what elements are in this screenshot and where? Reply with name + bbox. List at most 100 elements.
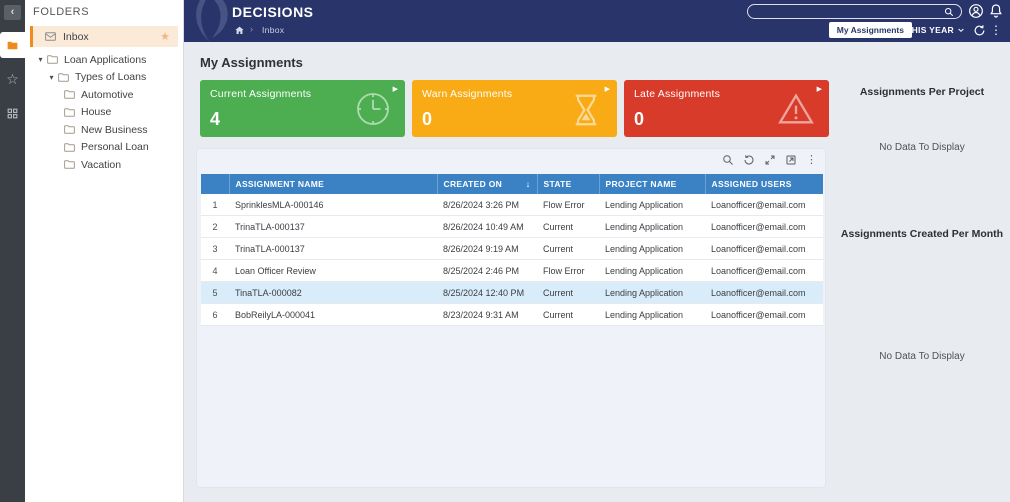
folder-icon xyxy=(64,142,75,152)
grid-search-icon[interactable] xyxy=(722,154,734,166)
cell-project-name: Lending Application xyxy=(599,281,705,304)
cell-assigned-users: Loanofficer@email.com xyxy=(705,237,823,260)
cell-created-on: 8/23/2024 9:31 AM xyxy=(437,303,537,326)
folder-item-label: Types of Loans xyxy=(75,71,147,84)
cell-assigned-users: Loanofficer@email.com xyxy=(705,259,823,282)
folder-item-label: House xyxy=(81,106,112,119)
cell-assigned-users: Loanofficer@email.com xyxy=(705,215,823,238)
breadcrumb: › Inbox My Assignments THIS YEAR ⋮ xyxy=(184,22,1010,40)
folder-icon xyxy=(58,72,69,82)
grid-kebab-menu-icon[interactable]: ⋮ xyxy=(806,154,817,166)
cell-created-on: 8/26/2024 3:26 PM xyxy=(437,194,537,216)
folder-icon xyxy=(64,160,75,170)
rail-favorites-tab[interactable]: ☆ xyxy=(0,66,25,92)
search-icon[interactable] xyxy=(944,7,954,17)
card-title: Warn Assignments xyxy=(422,88,513,100)
favorite-star-icon[interactable]: ★ xyxy=(160,31,170,43)
sort-desc-icon[interactable]: ↓ xyxy=(525,179,531,189)
open-arrow-icon[interactable]: ▶ xyxy=(392,86,398,93)
cell-assignment-name: TinaTLA-000082 xyxy=(229,281,437,304)
open-arrow-icon[interactable]: ▶ xyxy=(816,86,822,93)
folder-icon xyxy=(64,125,75,135)
assignments-table: ASSIGNMENT NAME CREATED ON ↓ STATE PROJE… xyxy=(201,174,823,326)
grid-expand-icon[interactable] xyxy=(764,154,776,166)
card-value: 0 xyxy=(422,109,433,129)
folders-panel-title: FOLDERS xyxy=(33,6,90,18)
folder-icon xyxy=(64,90,75,100)
cell-project-name: Lending Application xyxy=(599,237,705,260)
collapse-sidebar-button[interactable]: ‹ xyxy=(4,5,21,20)
user-account-icon[interactable] xyxy=(968,3,984,19)
folder-item-types-of-loans[interactable]: ▾ Types of Loans xyxy=(25,69,183,87)
column-header-state[interactable]: STATE xyxy=(537,174,600,194)
expander-icon[interactable]: ▾ xyxy=(38,55,43,65)
refresh-icon[interactable] xyxy=(973,24,986,37)
table-header-row: ASSIGNMENT NAME CREATED ON ↓ STATE PROJE… xyxy=(201,174,823,194)
global-search xyxy=(747,4,962,19)
folder-item-label: Loan Applications xyxy=(64,53,147,66)
row-number: 5 xyxy=(201,281,229,304)
view-selector-button[interactable]: My Assignments xyxy=(828,22,912,38)
column-header-assigned-users[interactable]: ASSIGNED USERS xyxy=(705,174,823,194)
left-icon-rail: ‹ ☆ xyxy=(0,0,25,502)
cell-project-name: Lending Application xyxy=(599,259,705,282)
summary-cards: Current Assignments ▶ 4 Warn Assignments… xyxy=(200,80,829,137)
warn-assignments-card[interactable]: Warn Assignments ▶ 0 xyxy=(412,80,617,137)
folder-item-automotive[interactable]: Automotive xyxy=(25,86,183,104)
card-title: Current Assignments xyxy=(210,88,312,100)
folder-item-house[interactable]: House xyxy=(25,104,183,122)
cell-state: Flow Error xyxy=(537,194,599,216)
table-row[interactable]: 2 TrinaTLA-000137 8/26/2024 10:49 AM Cur… xyxy=(201,215,823,238)
grid-popout-icon[interactable] xyxy=(785,154,797,166)
search-input[interactable] xyxy=(748,6,944,17)
folder-item-loan-applications[interactable]: ▾ Loan Applications xyxy=(25,51,183,69)
column-header-created-on[interactable]: CREATED ON ↓ xyxy=(437,174,538,194)
card-value: 0 xyxy=(634,109,645,129)
cell-state: Current xyxy=(537,215,599,238)
folder-item-new-business[interactable]: New Business xyxy=(25,121,183,139)
table-row[interactable]: 5 TinaTLA-000082 8/25/2024 12:40 PM Curr… xyxy=(201,281,823,304)
table-row[interactable]: 3 TrinaTLA-000137 8/26/2024 9:19 AM Curr… xyxy=(201,237,823,260)
column-header-assignment-name[interactable]: ASSIGNMENT NAME xyxy=(229,174,438,194)
warning-triangle-icon xyxy=(778,93,814,124)
folder-item-vacation[interactable]: Vacation xyxy=(25,156,183,174)
grid-icon xyxy=(7,108,18,118)
folder-item-label: Personal Loan xyxy=(81,141,149,154)
table-row[interactable]: 1 SprinklesMLA-000146 8/26/2024 3:26 PM … xyxy=(201,194,823,216)
cell-assignment-name: SprinklesMLA-000146 xyxy=(229,194,437,216)
folder-item-personal-loan[interactable]: Personal Loan xyxy=(25,139,183,157)
column-header-project-name[interactable]: PROJECT NAME xyxy=(599,174,706,194)
breadcrumb-separator: › xyxy=(250,24,253,34)
folder-item-label: Automotive xyxy=(81,88,134,101)
table-row[interactable]: 4 Loan Officer Review 8/25/2024 2:46 PM … xyxy=(201,259,823,282)
folder-item-inbox[interactable]: Inbox ★ xyxy=(30,26,178,47)
table-row[interactable]: 6 BobReilyLA-000041 8/23/2024 9:31 AM Cu… xyxy=(201,303,823,326)
chevron-down-icon xyxy=(958,28,964,33)
cell-assignment-name: TrinaTLA-000137 xyxy=(229,215,437,238)
open-arrow-icon[interactable]: ▶ xyxy=(604,86,610,93)
period-selector-button[interactable]: THIS YEAR xyxy=(906,25,965,35)
kebab-menu-icon[interactable]: ⋮ xyxy=(990,23,1002,37)
page-title: My Assignments xyxy=(200,55,303,70)
app-title: DECISIONS xyxy=(232,4,314,20)
grid-refresh-icon[interactable] xyxy=(743,154,755,166)
row-number: 6 xyxy=(201,303,229,326)
cell-state: Current xyxy=(537,237,599,260)
star-icon: ☆ xyxy=(6,70,19,87)
late-assignments-card[interactable]: Late Assignments ▶ 0 xyxy=(624,80,829,137)
current-assignments-card[interactable]: Current Assignments ▶ 4 xyxy=(200,80,405,137)
home-icon[interactable] xyxy=(234,25,245,36)
cell-assignment-name: TrinaTLA-000137 xyxy=(229,237,437,260)
folders-panel: FOLDERS Inbox ★ ▾ Loan Applications ▾ Ty… xyxy=(25,0,184,502)
cell-project-name: Lending Application xyxy=(599,215,705,238)
column-header-rownum xyxy=(201,174,230,194)
expander-icon[interactable]: ▾ xyxy=(49,72,54,82)
rail-folders-tab[interactable] xyxy=(0,32,25,58)
side-charts-panel: Assignments Per Project No Data To Displ… xyxy=(834,42,1010,502)
clock-icon xyxy=(357,93,389,125)
folder-icon xyxy=(64,107,75,117)
mail-icon xyxy=(45,32,56,41)
notifications-bell-icon[interactable] xyxy=(988,3,1004,19)
rail-dashboards-tab[interactable] xyxy=(0,100,25,126)
